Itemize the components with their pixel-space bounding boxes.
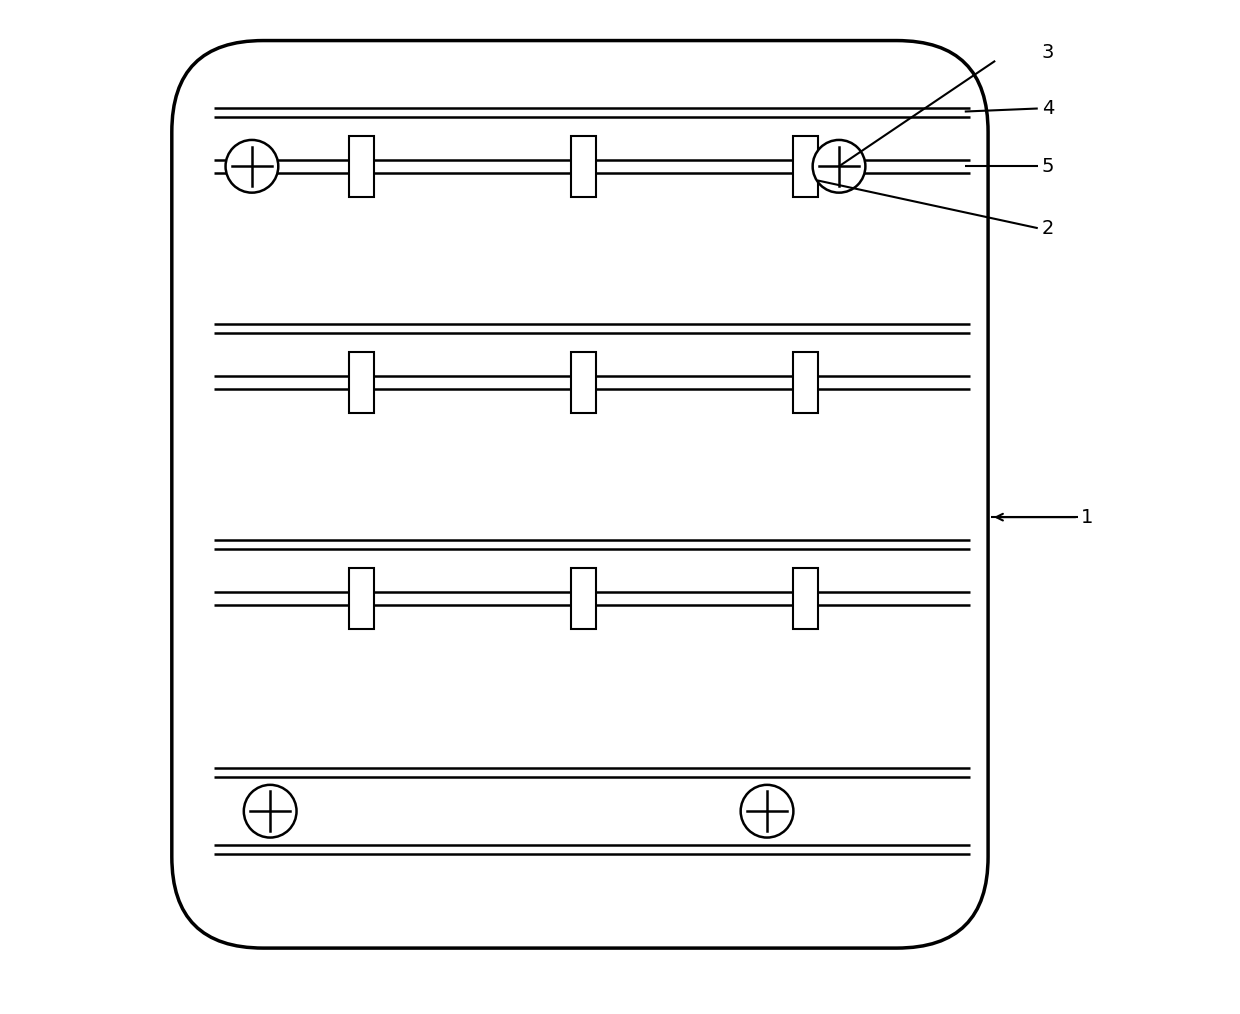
Circle shape: [740, 785, 794, 838]
Circle shape: [244, 785, 296, 838]
Bar: [794, 136, 817, 197]
Text: 1: 1: [1081, 508, 1094, 526]
Circle shape: [812, 140, 866, 193]
Text: 4: 4: [1042, 99, 1054, 118]
Bar: [572, 352, 595, 413]
Bar: [572, 136, 595, 197]
Text: 5: 5: [1042, 157, 1054, 175]
Bar: [794, 568, 817, 629]
Circle shape: [226, 140, 278, 193]
Bar: [350, 136, 373, 197]
Bar: [794, 352, 817, 413]
FancyBboxPatch shape: [172, 41, 988, 948]
Bar: [350, 352, 373, 413]
Text: 3: 3: [1042, 44, 1054, 62]
Bar: [572, 568, 595, 629]
Bar: [350, 568, 373, 629]
Text: 2: 2: [1042, 219, 1054, 237]
